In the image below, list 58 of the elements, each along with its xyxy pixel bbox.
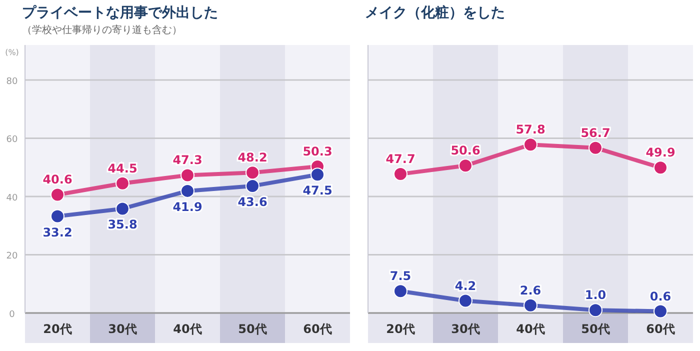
x-tick-label: 40代 — [173, 322, 202, 336]
point — [180, 168, 194, 182]
data-label: 4.2 — [454, 278, 476, 293]
point — [524, 298, 538, 312]
data-label: 2.6 — [520, 283, 542, 298]
y-tick-label: 60 — [6, 135, 18, 146]
y-tick-label: 40 — [6, 193, 18, 204]
data-label: 41.9 — [172, 200, 202, 214]
x-tick-label: 20代 — [43, 322, 72, 336]
point — [116, 202, 130, 216]
point — [394, 284, 408, 298]
point — [310, 168, 324, 182]
data-label: 47.3 — [172, 153, 202, 168]
point — [394, 167, 408, 182]
x-tick-label: 60代 — [303, 322, 332, 336]
point — [458, 158, 472, 173]
data-label: 44.5 — [108, 161, 138, 176]
x-tick-label: 50代 — [581, 322, 610, 336]
x-tick-label: 40代 — [516, 322, 545, 336]
point — [654, 304, 668, 318]
data-label: 1.0 — [584, 288, 606, 302]
data-label: 50.6 — [450, 144, 480, 158]
data-label: 33.2 — [42, 225, 72, 240]
x-tick-label: 60代 — [646, 322, 675, 336]
data-label: 47.7 — [386, 152, 416, 166]
point — [524, 138, 538, 152]
y-tick-label: 0 — [9, 310, 16, 320]
data-label: 0.6 — [650, 289, 672, 304]
x-tick-label: 20代 — [386, 322, 415, 336]
data-label: 49.9 — [646, 146, 676, 160]
data-label: 50.3 — [302, 144, 332, 158]
y-axis-title: (%) — [5, 48, 19, 57]
data-label: 48.2 — [238, 150, 268, 165]
data-label: 57.8 — [516, 122, 546, 137]
x-tick-label: 30代 — [108, 322, 137, 336]
data-label: 7.5 — [390, 269, 412, 284]
point — [588, 303, 602, 318]
chart-title: プライベートな用事で外出した — [22, 4, 218, 21]
data-label: 56.7 — [580, 126, 610, 140]
point — [50, 209, 64, 224]
x-tick-label: 30代 — [451, 322, 480, 336]
point — [180, 184, 194, 198]
y-tick-label: 80 — [6, 76, 18, 87]
point — [116, 176, 130, 190]
point — [50, 188, 64, 202]
point — [246, 166, 260, 180]
point — [588, 140, 602, 155]
data-label: 43.6 — [238, 194, 268, 209]
point — [458, 294, 472, 308]
point — [246, 178, 260, 193]
data-label: 47.5 — [302, 184, 332, 198]
data-label: 35.8 — [108, 218, 138, 232]
x-tick-label: 50代 — [238, 322, 267, 336]
y-tick-label: 20 — [6, 252, 18, 262]
point — [654, 160, 668, 175]
chart-title: メイク（化粧）をした — [365, 4, 505, 21]
data-label: 40.6 — [42, 172, 72, 187]
chart-subtitle: （学校や仕事帰りの寄り道も含む） — [22, 24, 182, 36]
